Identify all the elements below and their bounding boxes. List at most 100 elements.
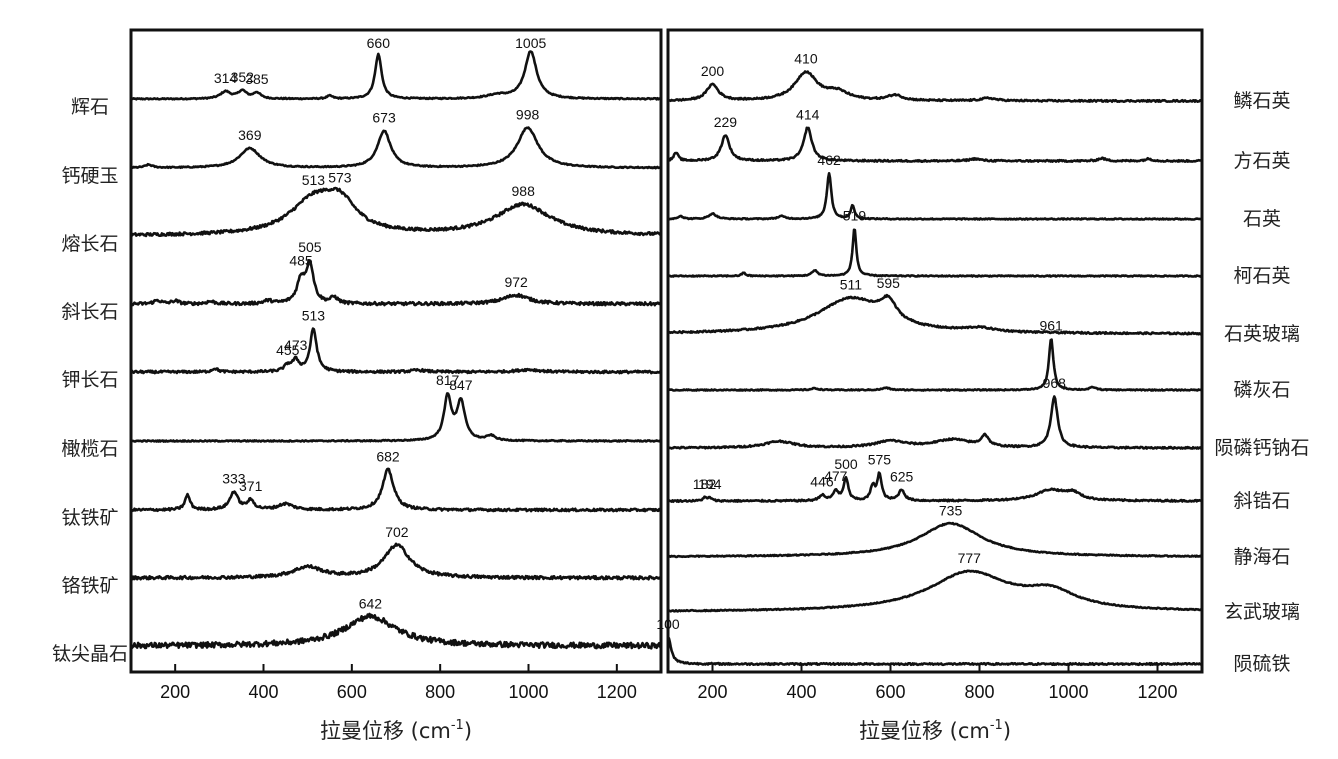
spectrum-line xyxy=(129,50,663,101)
peak-position-label: 314 xyxy=(214,70,238,86)
peak-position-label: 477 xyxy=(824,468,848,484)
mineral-name-label: 铬铁矿 xyxy=(61,575,118,597)
mineral-name-label: 柯石英 xyxy=(1233,265,1290,287)
spectrum-line xyxy=(129,126,663,170)
x-tick-label: 1000 xyxy=(508,682,548,702)
peak-position-label: 229 xyxy=(714,114,738,130)
right-x-ticks: 200 400 600 800 1000 1200 xyxy=(697,664,1178,702)
spectrum-line xyxy=(666,636,1204,667)
x-tick-label: 800 xyxy=(964,682,994,702)
spectrum-line xyxy=(129,612,663,650)
x-tick-label: 600 xyxy=(337,682,367,702)
spectrum-line xyxy=(129,186,663,238)
peak-position-label: 519 xyxy=(843,207,867,223)
spectrum-line xyxy=(666,471,1204,503)
x-tick-label: 400 xyxy=(248,682,278,702)
spectrum-line xyxy=(129,392,663,443)
peak-position-label: 473 xyxy=(284,337,308,353)
spectrum-line xyxy=(666,126,1204,163)
right-x-axis-title: 拉曼位移 (cm-1) xyxy=(859,718,1011,743)
peak-position-label: 194 xyxy=(698,476,722,492)
x-tick-label: 200 xyxy=(160,682,190,702)
mineral-name-label: 钛尖晶石 xyxy=(52,643,128,665)
mineral-name-label: 陨硫铁 xyxy=(1233,653,1290,675)
peak-position-label: 455 xyxy=(276,342,300,358)
mineral-name-label: 钙硬玉 xyxy=(61,165,118,187)
mineral-name-label: 橄榄石 xyxy=(61,438,118,460)
peak-position-label: 333 xyxy=(222,470,246,486)
peak-position-label: 182 xyxy=(693,476,717,492)
mineral-name-label: 钾长石 xyxy=(61,369,118,391)
x-tick-label: 400 xyxy=(786,682,816,702)
left-spectra xyxy=(129,50,663,650)
peak-position-label: 371 xyxy=(239,478,263,494)
spectrum-line xyxy=(666,228,1204,278)
peak-position-label: 625 xyxy=(890,468,914,484)
spectrum-line xyxy=(666,293,1204,336)
spectrum-line xyxy=(129,259,663,307)
peak-position-label: 505 xyxy=(298,239,322,255)
peak-position-label: 462 xyxy=(817,152,841,168)
mineral-name-label: 熔长石 xyxy=(61,233,118,255)
mineral-name-label: 钛铁矿 xyxy=(61,507,118,529)
mineral-name-label: 斜长石 xyxy=(61,301,118,323)
spectrum-line xyxy=(666,521,1204,559)
peak-position-label: 410 xyxy=(794,51,818,67)
spectrum-line xyxy=(666,338,1204,392)
peak-position-label: 673 xyxy=(372,110,396,126)
peak-position-label: 735 xyxy=(939,503,963,519)
peak-position-label: 660 xyxy=(367,35,391,51)
peak-position-label: 100 xyxy=(656,616,680,632)
peak-position-label: 511 xyxy=(840,277,863,293)
spectrum-line xyxy=(129,542,663,581)
peak-position-label: 1005 xyxy=(515,35,546,51)
peak-position-label: 414 xyxy=(796,106,820,122)
x-tick-label: 1000 xyxy=(1048,682,1088,702)
peak-position-label: 200 xyxy=(701,63,725,79)
spectrum-line xyxy=(129,467,663,513)
mineral-name-label: 陨磷钙钠石 xyxy=(1214,437,1309,459)
peak-position-label: 961 xyxy=(1039,318,1063,334)
mineral-name-label: 石英 xyxy=(1243,208,1281,230)
mineral-name-label: 磷灰石 xyxy=(1233,379,1290,401)
peak-position-label: 847 xyxy=(449,377,473,393)
left-plot-frame xyxy=(129,28,663,674)
left-x-ticks: 200 400 600 800 1000 1200 xyxy=(160,664,637,702)
peak-position-label: 513 xyxy=(302,172,326,188)
peak-position-label: 513 xyxy=(302,308,326,324)
spectrum-line xyxy=(129,327,663,375)
peak-position-label: 352 xyxy=(231,69,255,85)
peak-position-label: 988 xyxy=(512,183,536,199)
peak-position-label: 500 xyxy=(834,456,858,472)
peak-position-label: 485 xyxy=(289,252,313,268)
x-tick-label: 800 xyxy=(425,682,455,702)
mineral-name-label: 辉石 xyxy=(71,96,109,118)
peak-position-label: 702 xyxy=(385,524,409,540)
x-tick-label: 600 xyxy=(875,682,905,702)
spectrum-line xyxy=(666,569,1204,613)
mineral-name-label: 玄武玻璃 xyxy=(1224,601,1300,623)
spectrum-line xyxy=(666,395,1204,450)
peak-position-label: 642 xyxy=(359,595,383,611)
left-x-axis-title: 拉曼位移 (cm-1) xyxy=(320,718,472,743)
x-tick-label: 200 xyxy=(697,682,727,702)
spectrum-line xyxy=(666,70,1204,103)
peak-position-label: 968 xyxy=(1043,375,1067,391)
mineral-name-label: 斜锆石 xyxy=(1233,490,1290,512)
peak-position-label: 446 xyxy=(810,474,834,490)
peak-position-label: 998 xyxy=(516,106,540,122)
peak-position-label: 385 xyxy=(245,71,269,87)
peak-position-label: 595 xyxy=(877,275,901,291)
mineral-name-label: 鳞石英 xyxy=(1233,90,1290,112)
mineral-name-label: 石英玻璃 xyxy=(1224,323,1300,345)
right-plot-frame xyxy=(666,28,1204,674)
peak-position-label: 573 xyxy=(328,170,352,186)
peak-position-label: 972 xyxy=(504,274,528,290)
